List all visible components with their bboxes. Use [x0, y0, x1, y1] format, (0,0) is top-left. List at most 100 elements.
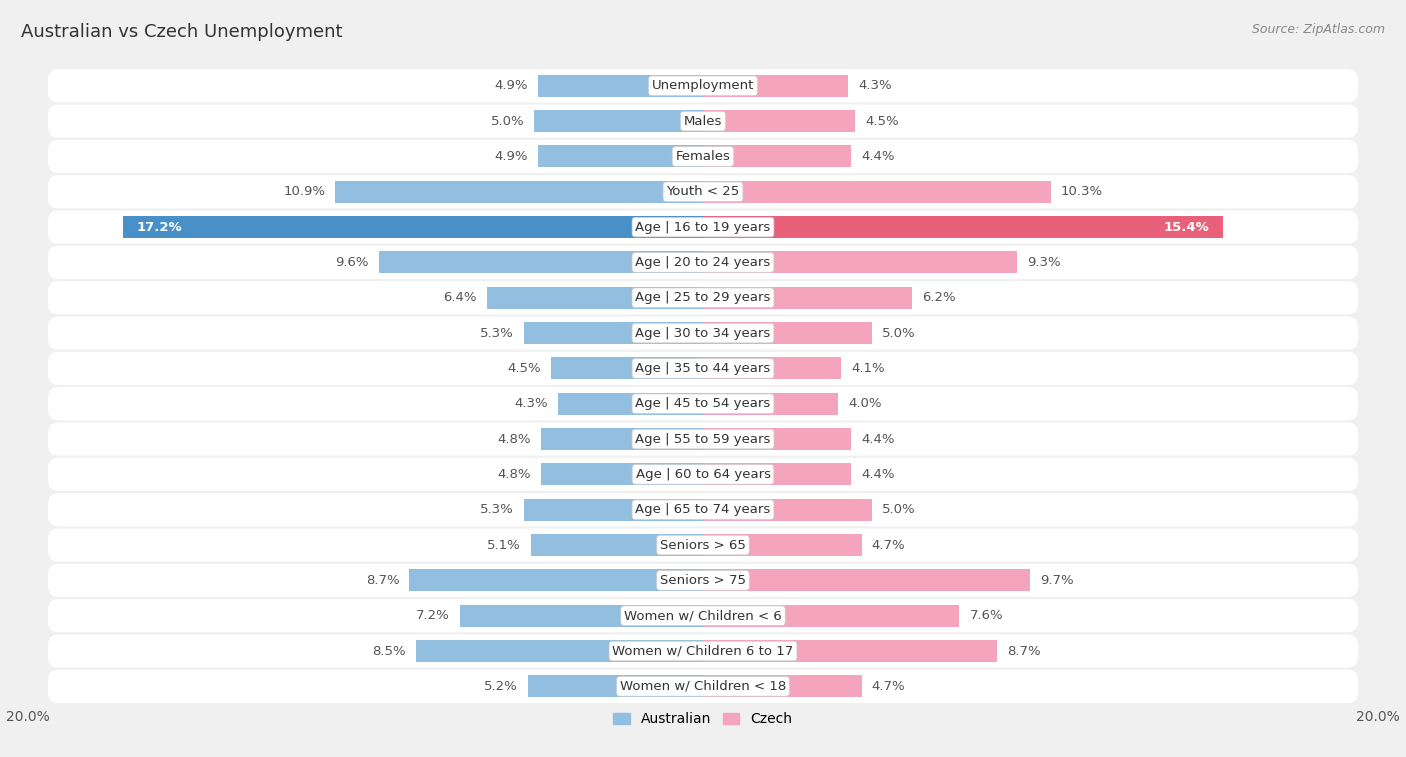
Text: 5.3%: 5.3%: [481, 326, 515, 340]
FancyBboxPatch shape: [48, 175, 1358, 208]
Bar: [703, 217, 1223, 238]
Text: 5.1%: 5.1%: [486, 538, 520, 552]
Text: Age | 35 to 44 years: Age | 35 to 44 years: [636, 362, 770, 375]
Text: 4.4%: 4.4%: [862, 150, 896, 163]
FancyBboxPatch shape: [48, 210, 1358, 244]
Text: Women w/ Children < 18: Women w/ Children < 18: [620, 680, 786, 693]
Text: 10.9%: 10.9%: [283, 185, 325, 198]
Bar: [703, 675, 862, 697]
Text: 5.0%: 5.0%: [491, 114, 524, 128]
FancyBboxPatch shape: [48, 422, 1358, 456]
Text: 4.9%: 4.9%: [494, 79, 527, 92]
Legend: Australian, Czech: Australian, Czech: [607, 707, 799, 732]
Text: 5.0%: 5.0%: [882, 326, 915, 340]
FancyBboxPatch shape: [48, 246, 1358, 279]
Text: Age | 65 to 74 years: Age | 65 to 74 years: [636, 503, 770, 516]
Bar: [416, 640, 703, 662]
Bar: [527, 675, 703, 697]
Text: 4.9%: 4.9%: [494, 150, 527, 163]
Bar: [703, 181, 1050, 203]
Text: Females: Females: [675, 150, 731, 163]
FancyBboxPatch shape: [48, 140, 1358, 173]
FancyBboxPatch shape: [48, 493, 1358, 526]
Bar: [703, 534, 862, 556]
Text: 17.2%: 17.2%: [136, 220, 181, 234]
FancyBboxPatch shape: [48, 458, 1358, 491]
Bar: [703, 251, 1017, 273]
Text: Australian vs Czech Unemployment: Australian vs Czech Unemployment: [21, 23, 343, 41]
Text: 5.0%: 5.0%: [882, 503, 915, 516]
Text: Age | 16 to 19 years: Age | 16 to 19 years: [636, 220, 770, 234]
Bar: [703, 357, 841, 379]
FancyBboxPatch shape: [48, 352, 1358, 385]
Text: 9.6%: 9.6%: [336, 256, 368, 269]
Text: 4.7%: 4.7%: [872, 538, 905, 552]
Text: 6.2%: 6.2%: [922, 291, 956, 304]
Text: 4.0%: 4.0%: [848, 397, 882, 410]
Text: Age | 30 to 34 years: Age | 30 to 34 years: [636, 326, 770, 340]
Text: 4.4%: 4.4%: [862, 432, 896, 446]
Text: 5.3%: 5.3%: [481, 503, 515, 516]
FancyBboxPatch shape: [48, 599, 1358, 632]
Bar: [541, 463, 703, 485]
Text: Age | 20 to 24 years: Age | 20 to 24 years: [636, 256, 770, 269]
Bar: [703, 111, 855, 132]
Text: 4.5%: 4.5%: [508, 362, 541, 375]
Bar: [703, 569, 1031, 591]
FancyBboxPatch shape: [48, 104, 1358, 138]
Bar: [380, 251, 703, 273]
Bar: [703, 322, 872, 344]
Bar: [534, 111, 703, 132]
Bar: [537, 75, 703, 97]
Text: Women w/ Children 6 to 17: Women w/ Children 6 to 17: [613, 644, 793, 658]
FancyBboxPatch shape: [48, 670, 1358, 703]
Bar: [703, 463, 852, 485]
Text: 10.3%: 10.3%: [1060, 185, 1102, 198]
Bar: [551, 357, 703, 379]
Bar: [122, 217, 703, 238]
Text: Women w/ Children < 6: Women w/ Children < 6: [624, 609, 782, 622]
Bar: [531, 534, 703, 556]
Bar: [703, 393, 838, 415]
FancyBboxPatch shape: [48, 387, 1358, 420]
Text: 9.7%: 9.7%: [1040, 574, 1074, 587]
Text: 7.2%: 7.2%: [416, 609, 450, 622]
Text: 6.4%: 6.4%: [443, 291, 477, 304]
Text: Seniors > 65: Seniors > 65: [659, 538, 747, 552]
Bar: [558, 393, 703, 415]
Text: 5.2%: 5.2%: [484, 680, 517, 693]
Text: 15.4%: 15.4%: [1163, 220, 1209, 234]
FancyBboxPatch shape: [48, 281, 1358, 314]
Bar: [335, 181, 703, 203]
Text: 8.7%: 8.7%: [366, 574, 399, 587]
Bar: [703, 287, 912, 309]
Text: 8.7%: 8.7%: [1007, 644, 1040, 658]
FancyBboxPatch shape: [48, 564, 1358, 597]
FancyBboxPatch shape: [48, 528, 1358, 562]
Bar: [703, 428, 852, 450]
Text: 4.4%: 4.4%: [862, 468, 896, 481]
Bar: [524, 322, 703, 344]
FancyBboxPatch shape: [48, 69, 1358, 102]
Text: 4.3%: 4.3%: [858, 79, 891, 92]
Bar: [486, 287, 703, 309]
Text: Age | 55 to 59 years: Age | 55 to 59 years: [636, 432, 770, 446]
Text: Age | 25 to 29 years: Age | 25 to 29 years: [636, 291, 770, 304]
Text: 4.8%: 4.8%: [498, 468, 531, 481]
FancyBboxPatch shape: [48, 316, 1358, 350]
Text: 8.5%: 8.5%: [373, 644, 406, 658]
Text: 4.3%: 4.3%: [515, 397, 548, 410]
Bar: [703, 640, 997, 662]
Text: Source: ZipAtlas.com: Source: ZipAtlas.com: [1251, 23, 1385, 36]
Text: Age | 45 to 54 years: Age | 45 to 54 years: [636, 397, 770, 410]
Bar: [541, 428, 703, 450]
Text: Males: Males: [683, 114, 723, 128]
Bar: [703, 499, 872, 521]
Bar: [524, 499, 703, 521]
Text: Seniors > 75: Seniors > 75: [659, 574, 747, 587]
Text: 4.5%: 4.5%: [865, 114, 898, 128]
Bar: [703, 75, 848, 97]
Text: 4.7%: 4.7%: [872, 680, 905, 693]
Bar: [460, 605, 703, 627]
Text: Youth < 25: Youth < 25: [666, 185, 740, 198]
